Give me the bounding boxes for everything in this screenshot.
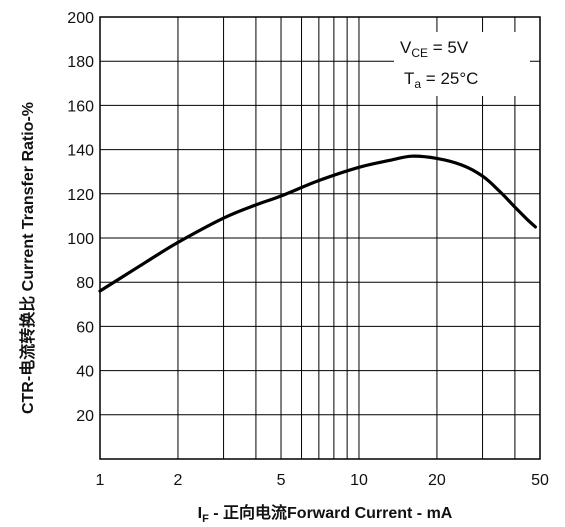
x-axis-ticks: 1 2 5 10 20 50 xyxy=(96,472,549,489)
annotation-vce: VCE = 5V xyxy=(400,38,469,60)
y-tick-label: 80 xyxy=(76,275,94,292)
y-tick-label: 120 xyxy=(67,187,94,204)
y-tick-label: 40 xyxy=(76,364,94,381)
annotation-background xyxy=(394,32,530,96)
x-tick-label: 5 xyxy=(277,472,286,489)
y-tick-label: 200 xyxy=(67,10,94,27)
plot-frame xyxy=(99,16,541,460)
x-tick-label: 2 xyxy=(174,472,183,489)
annotation-ta: Ta = 25°C xyxy=(404,69,478,91)
x-tick-label: 50 xyxy=(531,472,549,489)
y-tick-label: 60 xyxy=(76,319,94,336)
y-tick-label: 20 xyxy=(76,408,94,425)
y-axis-label: CTR-电流转换比 Current Transfer Ratio-% xyxy=(18,102,37,414)
x-tick-label: 1 xyxy=(96,472,105,489)
y-axis-ticks: 20 40 60 80 100 120 140 160 180 200 xyxy=(67,10,94,425)
y-tick-label: 100 xyxy=(67,231,94,248)
x-tick-label: 10 xyxy=(350,472,368,489)
y-tick-label: 160 xyxy=(67,98,94,115)
y-tick-label: 140 xyxy=(67,143,94,160)
y-tick-label: 180 xyxy=(67,54,94,71)
x-axis-label: IF - 正向电流Forward Current - mA xyxy=(198,503,453,525)
x-tick-label: 20 xyxy=(428,472,446,489)
ctr-curve xyxy=(98,154,537,293)
